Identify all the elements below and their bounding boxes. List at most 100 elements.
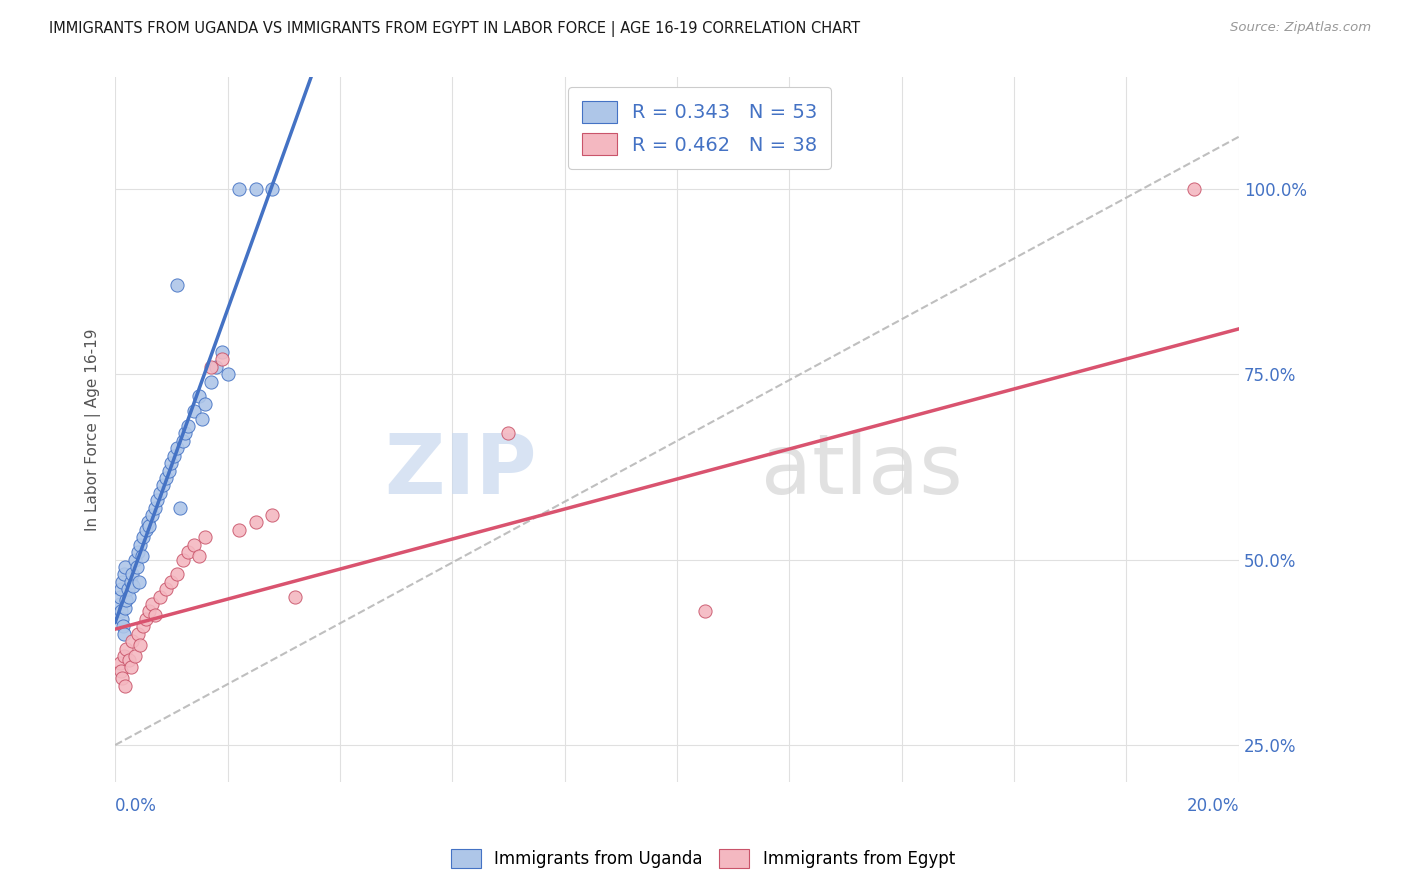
- Point: [188, 549, 211, 563]
- Point: [111, 612, 134, 626]
- Text: ZIP: ZIP: [384, 430, 537, 511]
- Point: [174, 426, 197, 441]
- Point: [166, 442, 188, 456]
- Point: [245, 182, 267, 196]
- Point: [146, 493, 169, 508]
- Point: [112, 567, 135, 582]
- Point: [228, 182, 250, 196]
- Point: [122, 578, 145, 592]
- Point: [121, 634, 143, 648]
- Point: [136, 516, 159, 530]
- Point: [115, 641, 138, 656]
- Text: 20.0%: 20.0%: [1187, 797, 1239, 815]
- Point: [183, 538, 205, 552]
- Point: [194, 397, 217, 411]
- Point: [191, 411, 214, 425]
- Point: [172, 434, 194, 448]
- Point: [163, 449, 186, 463]
- Point: [110, 605, 132, 619]
- Point: [157, 464, 180, 478]
- Point: [124, 648, 146, 663]
- Point: [110, 590, 132, 604]
- Point: [143, 608, 166, 623]
- Point: [108, 597, 131, 611]
- Point: [112, 626, 135, 640]
- Point: [211, 344, 233, 359]
- Point: [200, 359, 222, 374]
- Point: [138, 519, 160, 533]
- Point: [110, 664, 132, 678]
- Point: [141, 508, 163, 522]
- Text: Source: ZipAtlas.com: Source: ZipAtlas.com: [1230, 21, 1371, 34]
- Point: [155, 582, 177, 597]
- Point: [111, 671, 134, 685]
- Point: [138, 605, 160, 619]
- Point: [129, 638, 152, 652]
- Legend: Immigrants from Uganda, Immigrants from Egypt: Immigrants from Uganda, Immigrants from …: [444, 843, 962, 875]
- Point: [228, 523, 250, 537]
- Point: [155, 471, 177, 485]
- Point: [374, 820, 396, 834]
- Point: [245, 516, 267, 530]
- Point: [262, 508, 284, 522]
- Point: [149, 590, 172, 604]
- Point: [114, 600, 136, 615]
- Point: [262, 182, 284, 196]
- Point: [114, 679, 136, 693]
- Point: [135, 523, 157, 537]
- Point: [121, 567, 143, 582]
- Point: [205, 359, 228, 374]
- Point: [111, 574, 134, 589]
- Point: [177, 545, 200, 559]
- Point: [131, 549, 153, 563]
- Point: [108, 657, 131, 671]
- Point: [152, 478, 174, 492]
- Point: [143, 500, 166, 515]
- Point: [112, 619, 135, 633]
- Point: [117, 582, 139, 597]
- Point: [284, 590, 307, 604]
- Point: [194, 530, 217, 544]
- Point: [127, 545, 149, 559]
- Text: 0.0%: 0.0%: [115, 797, 157, 815]
- Point: [141, 597, 163, 611]
- Point: [160, 574, 183, 589]
- Point: [127, 626, 149, 640]
- Point: [172, 552, 194, 566]
- Point: [183, 404, 205, 418]
- Point: [132, 530, 155, 544]
- Point: [118, 590, 141, 604]
- Point: [693, 605, 716, 619]
- Text: atlas: atlas: [761, 430, 963, 511]
- Point: [129, 538, 152, 552]
- Point: [110, 582, 132, 597]
- Text: IMMIGRANTS FROM UGANDA VS IMMIGRANTS FROM EGYPT IN LABOR FORCE | AGE 16-19 CORRE: IMMIGRANTS FROM UGANDA VS IMMIGRANTS FRO…: [49, 21, 860, 37]
- Point: [120, 660, 142, 674]
- Point: [200, 375, 222, 389]
- Point: [160, 456, 183, 470]
- Point: [166, 278, 188, 293]
- Point: [120, 574, 142, 589]
- Point: [498, 426, 520, 441]
- Point: [114, 560, 136, 574]
- Point: [217, 367, 239, 381]
- Point: [125, 560, 148, 574]
- Point: [329, 812, 352, 826]
- Point: [124, 552, 146, 566]
- Point: [115, 593, 138, 607]
- Point: [118, 653, 141, 667]
- Point: [149, 485, 172, 500]
- Y-axis label: In Labor Force | Age 16-19: In Labor Force | Age 16-19: [86, 328, 101, 531]
- Point: [211, 352, 233, 367]
- Point: [132, 619, 155, 633]
- Point: [177, 419, 200, 434]
- Point: [169, 500, 191, 515]
- Point: [135, 612, 157, 626]
- Point: [188, 389, 211, 403]
- Legend: R = 0.343   N = 53, R = 0.462   N = 38: R = 0.343 N = 53, R = 0.462 N = 38: [568, 87, 831, 169]
- Point: [413, 827, 436, 841]
- Point: [1182, 182, 1205, 196]
- Point: [112, 648, 135, 663]
- Point: [128, 574, 150, 589]
- Point: [166, 567, 188, 582]
